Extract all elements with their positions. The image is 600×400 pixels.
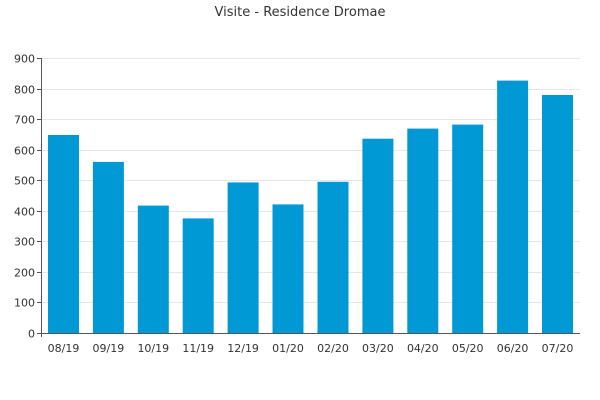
y-tick-label: 100: [14, 297, 35, 310]
x-tick-label: 11/19: [182, 342, 214, 355]
grid-lines: [41, 58, 580, 303]
x-tick-label: 08/19: [48, 342, 80, 355]
x-axis-ticks: 08/19 09/19 10/19 11/19 12/19 01/20 02/20 03/20…: [48, 342, 574, 355]
x-tick-label: 12/19: [227, 342, 259, 355]
x-tick-label: 05/20: [452, 342, 484, 355]
y-tick-label: 900: [14, 53, 35, 66]
x-tick-label: 06/20: [497, 342, 529, 355]
bar: [48, 135, 79, 333]
y-tick-label: 300: [14, 236, 35, 249]
x-tick-label: 03/20: [362, 342, 394, 355]
bar: [407, 128, 439, 333]
bar: [137, 205, 169, 333]
x-tick-label: 01/20: [272, 342, 304, 355]
bar: [227, 182, 259, 333]
bar: [272, 204, 304, 333]
y-tick-label: 800: [14, 84, 35, 97]
x-tick-label: 10/19: [137, 342, 169, 355]
bar: [92, 161, 124, 333]
axes: [37, 58, 580, 337]
chart-title: Visite - Residence Dromae: [215, 5, 386, 20]
y-tick-label: 600: [14, 145, 35, 158]
x-tick-label: 04/20: [407, 342, 439, 355]
bar: [542, 95, 573, 333]
bars: [48, 80, 573, 334]
y-tick-label: 0: [28, 328, 35, 341]
bar: [317, 181, 349, 334]
y-tick-label: 400: [14, 206, 35, 219]
bar: [452, 124, 484, 333]
y-tick-label: 200: [14, 267, 35, 280]
bar: [362, 138, 394, 333]
bar: [182, 218, 214, 333]
y-tick-label: 500: [14, 175, 35, 188]
x-tick-label: 02/20: [317, 342, 349, 355]
y-tick-label: 700: [14, 114, 35, 127]
bar: [497, 80, 529, 333]
x-tick-label: 09/19: [93, 342, 125, 355]
y-axis-ticks: 0 100 200 300 400 500 600 700 800 900: [14, 53, 41, 341]
x-tick-label: 07/20: [542, 342, 574, 355]
